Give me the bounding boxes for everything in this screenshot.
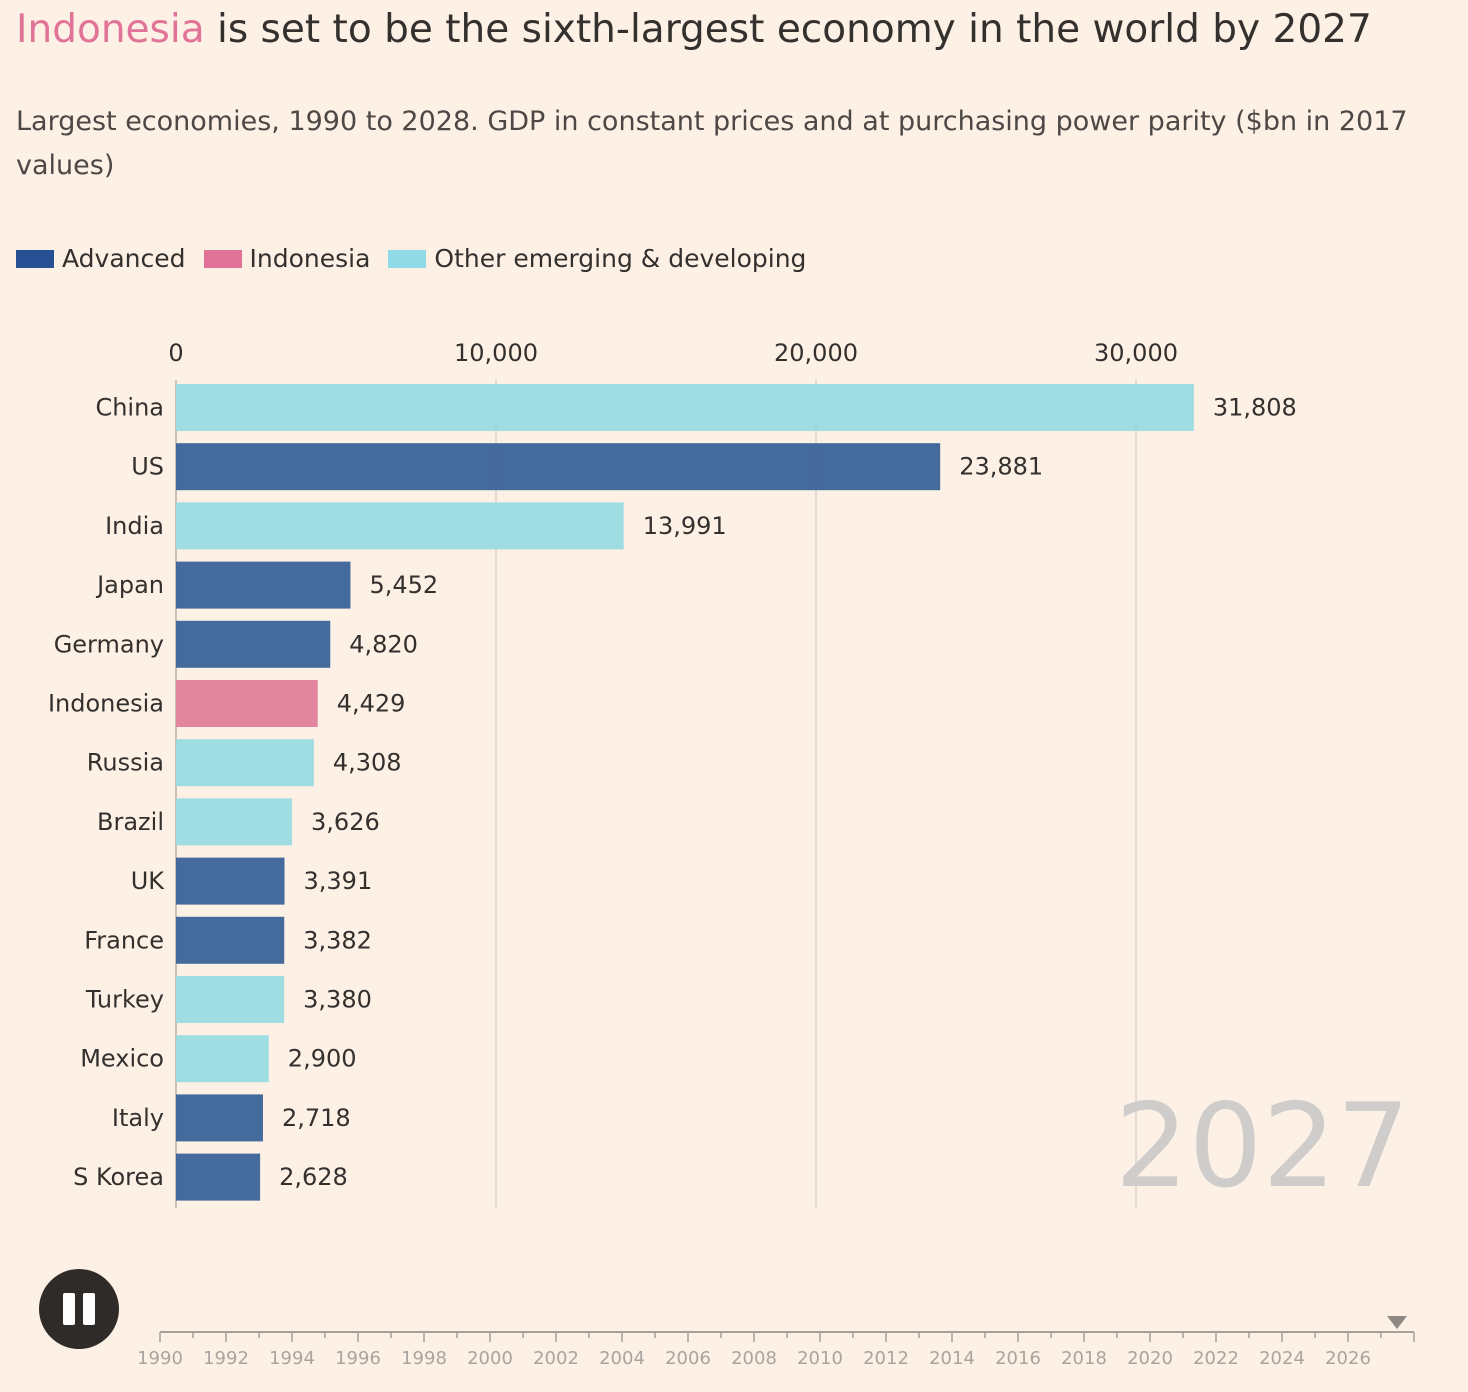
value-label: 3,382: [303, 926, 372, 954]
legend-swatch-other: [388, 249, 427, 268]
timeline-year-label: 1994: [269, 1348, 315, 1369]
legend-label-other: Other emerging & developing: [434, 244, 807, 273]
value-label: 3,626: [311, 808, 380, 836]
category-label: Mexico: [80, 1045, 164, 1073]
timeline-year-label: 1990: [137, 1348, 183, 1369]
bar-china: [176, 384, 1194, 431]
category-label: US: [131, 453, 164, 481]
category-label: India: [105, 512, 164, 540]
value-label: 4,429: [337, 690, 406, 718]
x-tick-label: 10,000: [454, 339, 538, 367]
title-rest: is set to be the sixth-largest economy i…: [204, 7, 1372, 52]
timeline-year-label: 2006: [665, 1348, 711, 1369]
timeline-year-label: 2026: [1325, 1348, 1371, 1369]
value-label: 3,380: [303, 986, 372, 1014]
bar-mexico: [176, 1035, 269, 1083]
x-tick-label: 20,000: [774, 339, 858, 367]
bar-brazil: [176, 798, 293, 846]
pause-icon-bar-right: [83, 1293, 95, 1325]
category-label: S Korea: [73, 1163, 164, 1191]
legend-label-indonesia: Indonesia: [249, 244, 371, 273]
bar-turkey: [176, 976, 285, 1023]
value-label: 13,991: [643, 512, 727, 540]
timeline-year-label: 2014: [929, 1348, 975, 1369]
value-label: 2,900: [288, 1045, 357, 1073]
category-label: Italy: [112, 1104, 164, 1132]
legend-label-advanced: Advanced: [62, 244, 186, 273]
x-tick-label: 30,000: [1094, 339, 1178, 367]
timeline-year-label: 2004: [599, 1348, 645, 1369]
bar-indonesia: [176, 680, 318, 727]
bar-us: [176, 443, 941, 491]
category-label: UK: [131, 867, 166, 895]
value-label: 2,718: [282, 1104, 351, 1132]
x-tick-label: 0: [168, 339, 183, 367]
timeline-year-label: 1992: [203, 1348, 249, 1369]
legend-swatch-indonesia: [203, 249, 242, 268]
chart-subtitle: Largest economies, 1990 to 2028. GDP in …: [16, 106, 1408, 181]
category-label: France: [84, 926, 164, 954]
category-label: China: [95, 394, 164, 422]
legend-swatch-advanced: [16, 249, 54, 268]
bar-uk: [176, 857, 285, 905]
timeline-year-label: 2016: [995, 1348, 1041, 1369]
bar-germany: [176, 620, 331, 668]
legend-item-other: Other emerging & developing: [388, 244, 806, 273]
value-label: 2,628: [279, 1163, 348, 1191]
category-label: Brazil: [97, 808, 164, 836]
timeline-year-label: 2012: [863, 1348, 909, 1369]
category-label: Japan: [95, 571, 164, 599]
category-label: Turkey: [85, 986, 164, 1014]
timeline-year-label: 2000: [467, 1348, 513, 1369]
timeline-year-label: 2018: [1061, 1348, 1107, 1369]
timeline-year-label: 2024: [1259, 1348, 1305, 1369]
chart-title: Indonesia is set to be the sixth-largest…: [16, 6, 1372, 54]
timeline-slider[interactable]: 1990 1992 1994 1996 1998 2000 2002 2004 2006 2008…: [0, 1300, 1468, 1392]
bar-france: [176, 916, 285, 964]
value-label: 3,391: [304, 867, 373, 895]
value-label: 4,820: [349, 630, 418, 658]
bar-japan: [176, 561, 351, 609]
category-label: Indonesia: [48, 690, 164, 718]
value-label: 31,808: [1213, 394, 1297, 422]
timeline-handle[interactable]: [1387, 1316, 1407, 1329]
bar-chart: 0 10,000 20,000 30,000 China 31,808 US 23,881 In…: [48, 339, 1410, 1214]
legend: Advanced Indonesia Other emerging & deve…: [16, 244, 824, 273]
value-label: 5,452: [369, 571, 438, 599]
bar-s-korea: [176, 1153, 261, 1201]
value-label: 4,308: [333, 749, 402, 777]
bar-india: [176, 502, 624, 550]
pause-button[interactable]: [39, 1269, 119, 1349]
current-year-watermark: 2027: [1115, 1079, 1410, 1214]
timeline-year-label: 1996: [335, 1348, 381, 1369]
category-label: Russia: [87, 749, 164, 777]
bar-italy: [176, 1094, 263, 1142]
timeline-year-label: 2020: [1127, 1348, 1173, 1369]
timeline-year-label: 2022: [1193, 1348, 1239, 1369]
timeline-year-label: 2002: [533, 1348, 579, 1369]
timeline-year-label: 2008: [731, 1348, 777, 1369]
bar-russia: [176, 739, 314, 787]
title-highlight: Indonesia: [16, 7, 205, 52]
timeline-year-label: 2010: [797, 1348, 843, 1369]
legend-item-advanced: Advanced: [16, 244, 186, 273]
pause-icon: [63, 1293, 75, 1325]
category-label: Germany: [54, 630, 164, 658]
legend-item-indonesia: Indonesia: [203, 244, 371, 273]
timeline-year-label: 1998: [401, 1348, 447, 1369]
value-label: 23,881: [959, 453, 1043, 481]
